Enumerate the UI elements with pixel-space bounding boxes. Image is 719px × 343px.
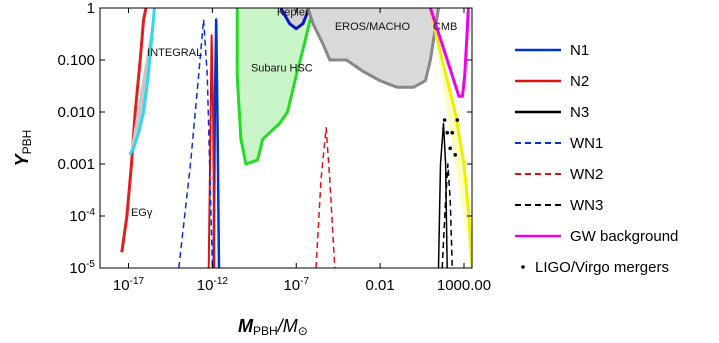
subaru-hsc-boundary	[235, 8, 315, 166]
legend-gw-background-label: GW background	[570, 228, 678, 245]
merger-point-1	[442, 118, 447, 122]
eros-macho-region	[308, 8, 439, 88]
legend-n3-label: N3	[570, 104, 589, 121]
eros-macho-boundary	[306, 8, 440, 89]
x-tick-label: 10-12	[197, 276, 229, 294]
x-tick-label: 1000.00	[437, 277, 491, 294]
y-tick-label: 0.100	[57, 52, 95, 69]
y-tick-label: 0.001	[57, 156, 95, 173]
series-wn1	[178, 18, 214, 268]
merger-point-3	[448, 146, 452, 151]
cmb-region	[430, 8, 472, 268]
series-wn3	[441, 163, 454, 268]
integral-label: INTEGRAL	[147, 47, 202, 59]
eg-label: EGγ	[131, 207, 153, 219]
y-tick-label: 1	[87, 0, 95, 17]
y-tick-label: 10-5	[69, 259, 95, 277]
x-tick-label: 10-7	[283, 276, 309, 294]
axis-ticks: 10-17 10-12 10-7 0.01 1000.00 10-5 10-4 0.001 0.…	[57, 0, 491, 294]
y-tick-label: 0.010	[57, 104, 95, 121]
x-tick-label: 0.01	[366, 277, 395, 294]
plot-frame	[99, 7, 473, 269]
legend-wn3-label: WN3	[570, 197, 603, 214]
legend-n2-label: N2	[570, 73, 589, 90]
eg-boundary	[120, 8, 148, 253]
eros-macho-label: EROS/MACHO	[335, 21, 411, 33]
merger-point-6	[455, 118, 460, 122]
kepler-boundary	[279, 8, 311, 31]
merger-points	[442, 118, 460, 157]
merger-point-5	[453, 153, 458, 157]
kepler-label: Kepler	[277, 6, 309, 18]
legend-ligo-virgo-mergers-label: LIGO/Virgo mergers	[535, 259, 669, 276]
y-tick-label: 10-4	[69, 207, 95, 225]
cmb-label: CMB	[433, 21, 457, 33]
x-tick-label: 10-17	[113, 276, 145, 294]
integral-region	[129, 8, 155, 155]
region-labels: EGγ INTEGRAL Subaru HSC Kepler EROS/MACHO CMB	[131, 6, 457, 219]
merger-point-4	[450, 130, 455, 135]
legend-wn2-label: WN2	[570, 166, 603, 183]
legend-ligo-virgo-mergers-swatch	[521, 265, 525, 269]
subaru-hsc-region	[237, 8, 313, 164]
integral-boundary	[128, 8, 156, 156]
constraint-regions	[120, 8, 472, 268]
gw-background-boundary	[428, 8, 470, 98]
subaru-hsc-label: Subaru HSC	[251, 63, 313, 75]
series-n3	[437, 122, 448, 268]
legend-wn1-label: WN1	[570, 135, 603, 152]
y-axis-title: YPBH	[12, 130, 34, 167]
data-series	[178, 18, 454, 268]
x-axis-title: MPBH/M⊙	[238, 316, 308, 338]
legend: N1 N2 N3 WN1 WN2 WN3 GW background LIGO/Virgo m…	[515, 42, 678, 276]
merger-point-2	[445, 130, 450, 135]
legend-n1-label: N1	[570, 42, 589, 59]
cmb-boundary	[428, 8, 472, 268]
series-wn2	[315, 126, 336, 268]
